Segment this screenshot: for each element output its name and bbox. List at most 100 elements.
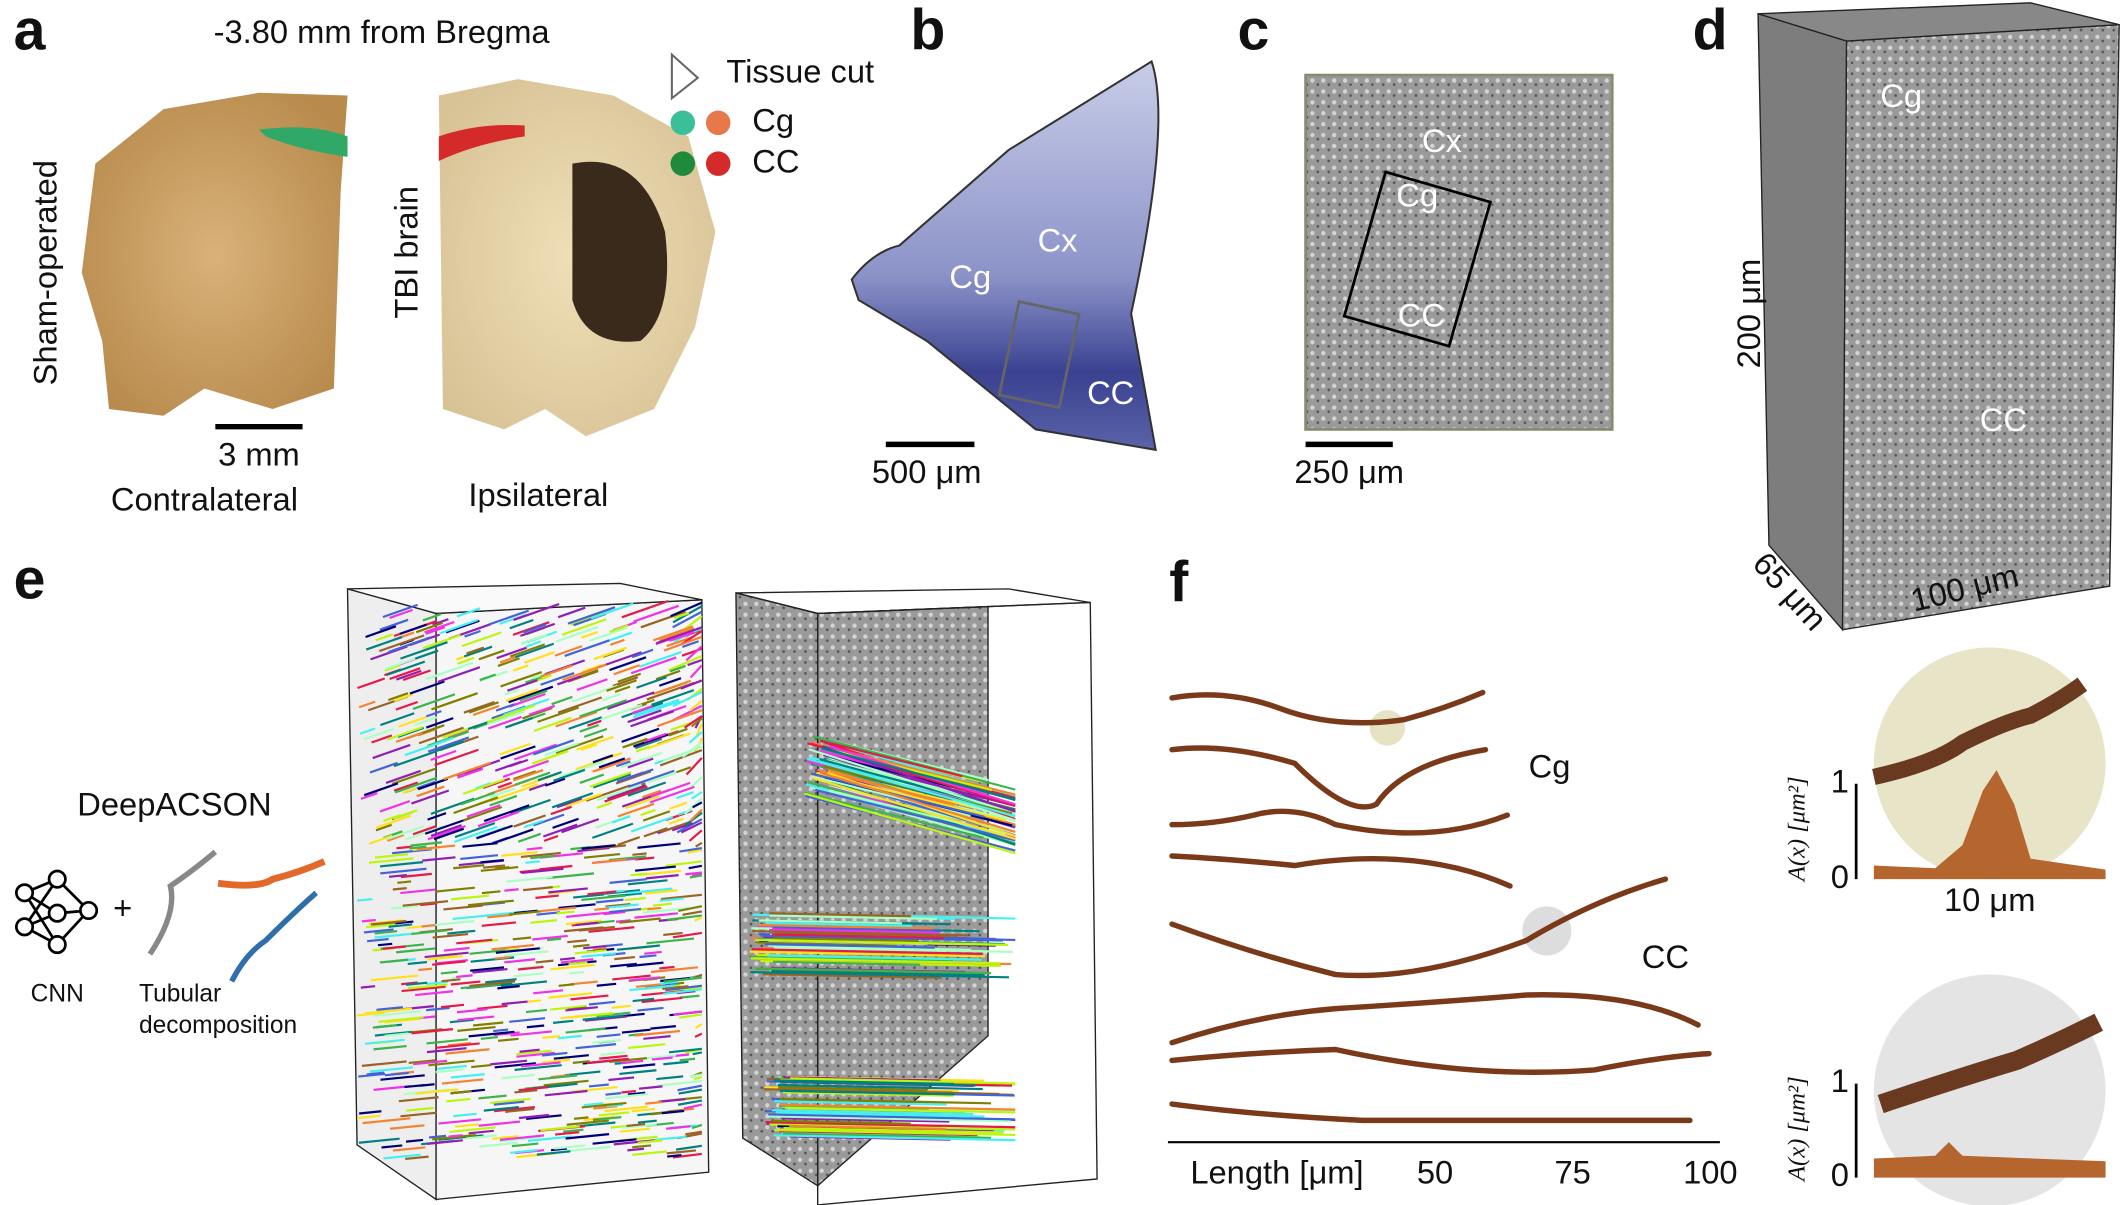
fibre: [643, 732, 667, 743]
fibre: [508, 692, 546, 708]
fibre: [655, 626, 703, 645]
fibre: [374, 1030, 413, 1037]
fibre: [679, 1057, 696, 1062]
fibre: [428, 1059, 475, 1067]
fibre: [771, 1109, 974, 1116]
fibre: [376, 1006, 403, 1011]
fibre: [681, 741, 703, 758]
fibre: [468, 1030, 515, 1038]
fibre: [388, 923, 413, 928]
fibre: [527, 999, 542, 1003]
fibre: [450, 1073, 485, 1079]
fibre: [657, 1079, 702, 1087]
fibre: [422, 856, 456, 862]
fibre: [391, 848, 432, 855]
fibre: [611, 815, 631, 824]
fibre: [605, 943, 623, 948]
fibre: [445, 1048, 490, 1055]
fibre: [621, 1059, 644, 1065]
fibre: [513, 814, 547, 828]
fibre: [370, 974, 419, 982]
x-tick-label: 75: [1555, 1154, 1591, 1191]
fibre: [502, 759, 549, 778]
fibre: [415, 621, 444, 634]
fibre: [517, 832, 542, 843]
fibre: [363, 928, 394, 934]
fibre: [503, 698, 550, 717]
fibre: [769, 912, 912, 918]
fibre: [647, 906, 662, 911]
fibre: [541, 1058, 571, 1064]
fibre: [616, 760, 631, 768]
fibre: [418, 726, 464, 745]
fibre: [578, 925, 615, 932]
fibre: [424, 951, 469, 959]
fibre: [523, 623, 547, 634]
fibre: [465, 1134, 497, 1140]
fibre: [569, 970, 585, 975]
fibre: [555, 735, 604, 754]
legend-label: CC: [752, 142, 799, 179]
fibre: [401, 985, 446, 993]
fibre: [550, 1147, 568, 1152]
inset-tick-label: 0: [1831, 1156, 1849, 1193]
fibre: [779, 1103, 1016, 1111]
fibre: [752, 929, 969, 937]
fibre: [586, 1057, 629, 1065]
fibre: [356, 897, 373, 902]
fibre: [497, 1037, 519, 1042]
fibre: [655, 669, 681, 681]
fibre: [565, 919, 603, 926]
fibre: [506, 875, 553, 883]
fibre: [509, 618, 534, 630]
fibre: [532, 934, 568, 941]
fibre: [690, 791, 703, 800]
fibre: [533, 813, 565, 827]
fibre: [472, 1021, 504, 1027]
fibre: [438, 1134, 484, 1141]
fibre: [767, 1115, 1012, 1123]
fibre: [630, 656, 677, 675]
fibre: [384, 1017, 418, 1024]
fibre: [414, 649, 439, 660]
fibre: [508, 685, 554, 704]
fibre: [416, 844, 456, 851]
fibre: [404, 741, 442, 757]
fibre: [611, 1004, 631, 1009]
fibre: [583, 1102, 604, 1107]
fibre: [605, 902, 631, 908]
fibre: [526, 1024, 545, 1029]
fibre: [563, 1128, 584, 1133]
fibre: [542, 1035, 560, 1039]
fibre: [406, 925, 423, 930]
fibre: [691, 717, 703, 728]
fibre: [643, 1035, 671, 1040]
fibre: [382, 945, 406, 950]
fibre: [685, 1130, 703, 1136]
fibre: [668, 1047, 702, 1054]
fibre: [694, 1032, 703, 1038]
fibre: [385, 657, 415, 670]
fibre: [430, 919, 475, 927]
fibre: [553, 1054, 589, 1060]
fibre: [480, 858, 504, 864]
fibre: [509, 643, 546, 658]
roi: [1342, 170, 1493, 348]
fibre: [651, 1056, 673, 1061]
fibre: [389, 1124, 425, 1130]
scale-label: 10 μm: [1944, 881, 2036, 918]
fibre: [500, 745, 536, 760]
fibre: [400, 641, 448, 660]
fibre: [581, 630, 599, 639]
fibre: [505, 1107, 535, 1113]
fibre: [493, 1100, 525, 1106]
fibre: [583, 852, 621, 859]
fibre: [596, 982, 617, 987]
fibre: [565, 1027, 606, 1034]
fibre: [552, 817, 579, 829]
highlight: [1369, 710, 1406, 746]
fibre: [587, 844, 627, 851]
fibre: [643, 827, 668, 838]
fibre: [450, 980, 481, 986]
fibre: [645, 874, 679, 880]
